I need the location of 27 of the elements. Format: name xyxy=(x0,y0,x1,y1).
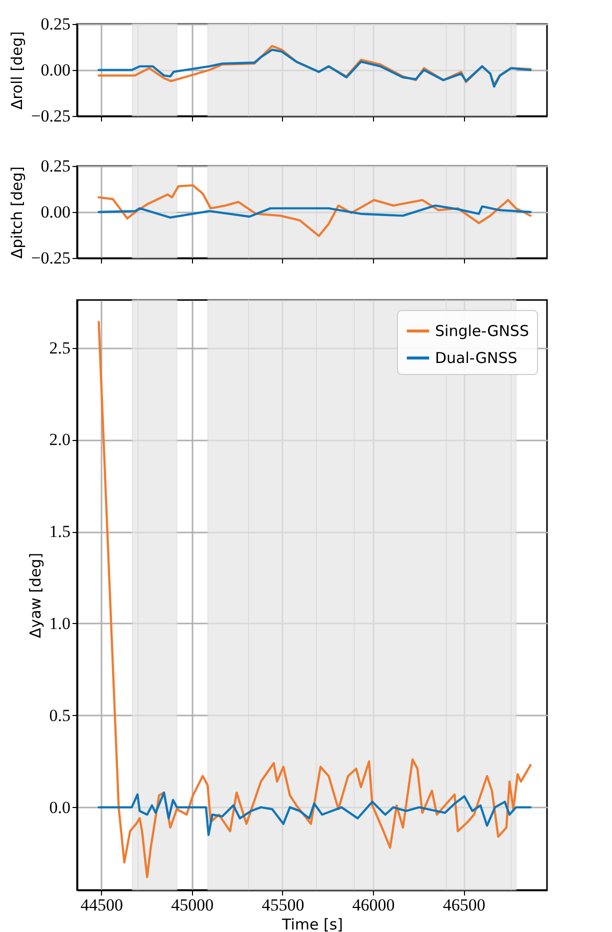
line-series xyxy=(98,204,532,219)
y-tick-label: 0.25 xyxy=(40,156,70,176)
x-tick-label: 44500 xyxy=(80,896,124,914)
y-tick-label: 0.00 xyxy=(40,60,70,80)
y-axis-title: Δroll [deg] xyxy=(8,31,26,110)
y-tick-label: 2.0 xyxy=(49,430,70,450)
y-tick-label: −0.25 xyxy=(31,248,70,268)
line-series xyxy=(98,791,532,836)
y-axis-title: Δpitch [deg] xyxy=(8,166,26,259)
x-tick-label: 45500 xyxy=(262,896,304,914)
y-tick-label: 0.25 xyxy=(40,14,70,34)
x-axis-title: Time [s] xyxy=(281,916,343,932)
y-tick-label: −0.25 xyxy=(31,106,70,126)
y-tick-label: 0.0 xyxy=(49,798,70,817)
legend-label: Dual-GNSS xyxy=(435,349,518,367)
y-tick-label: 1.5 xyxy=(49,522,70,542)
y-tick-label: 0.00 xyxy=(40,202,70,222)
y-axis-title: Δyaw [deg] xyxy=(26,552,44,638)
line-series xyxy=(98,184,532,238)
x-tick-label: 46000 xyxy=(352,896,395,914)
line-series xyxy=(98,320,532,878)
x-tick-label: 45000 xyxy=(171,896,214,914)
y-tick-label: 1.0 xyxy=(49,614,70,633)
y-tick-label: 2.5 xyxy=(49,338,70,358)
y-tick-label: 0.5 xyxy=(49,706,70,725)
x-tick-label: 46500 xyxy=(442,896,486,914)
legend-label: Single-GNSS xyxy=(435,322,529,340)
